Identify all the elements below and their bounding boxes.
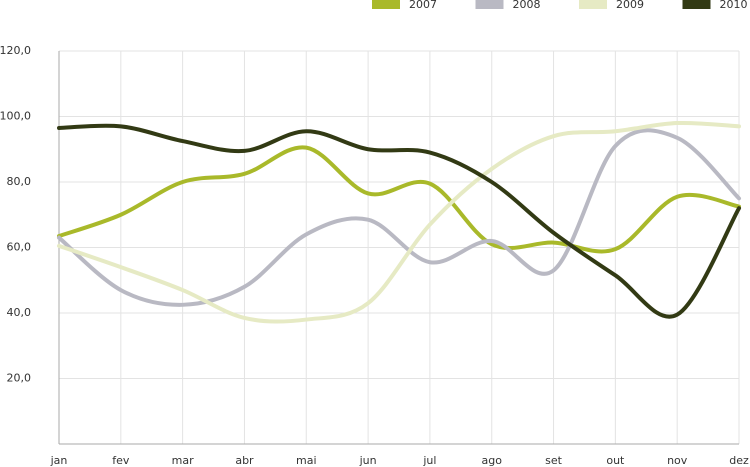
legend-swatch	[475, 0, 504, 9]
y-tick-label: 80,0	[7, 175, 32, 188]
legend-swatch	[579, 0, 607, 9]
legend-label: 2009	[616, 0, 644, 11]
x-tick-label: out	[606, 454, 625, 467]
y-tick-label: 20,0	[7, 372, 32, 385]
x-tick-label: dez	[729, 454, 749, 467]
x-tick-label: jun	[359, 454, 377, 467]
series-line	[57, 145, 741, 254]
x-tick-label: jul	[422, 454, 436, 467]
y-tick-label: 40,0	[7, 306, 32, 319]
legend-label: 2010	[720, 0, 748, 11]
x-tick-label: abr	[235, 454, 254, 467]
series-line	[57, 123, 741, 319]
series-line	[57, 120, 741, 324]
x-tick-label: mar	[172, 454, 194, 467]
y-tick-label: 60,0	[7, 241, 32, 254]
x-tick-label: nov	[667, 454, 688, 467]
legend-swatch	[682, 0, 711, 9]
series-line	[57, 128, 741, 307]
y-tick-label: 100,0	[0, 110, 31, 123]
x-tick-label: mai	[296, 454, 317, 467]
legend-swatch	[372, 0, 400, 9]
x-tick-label: jan	[50, 454, 68, 467]
x-tick-label: set	[545, 454, 562, 467]
y-tick-label: 120,0	[0, 44, 31, 57]
x-tick-label: fev	[112, 454, 130, 467]
x-tick-label: ago	[482, 454, 503, 467]
legend-label: 2007	[409, 0, 437, 11]
legend-label: 2008	[513, 0, 541, 11]
